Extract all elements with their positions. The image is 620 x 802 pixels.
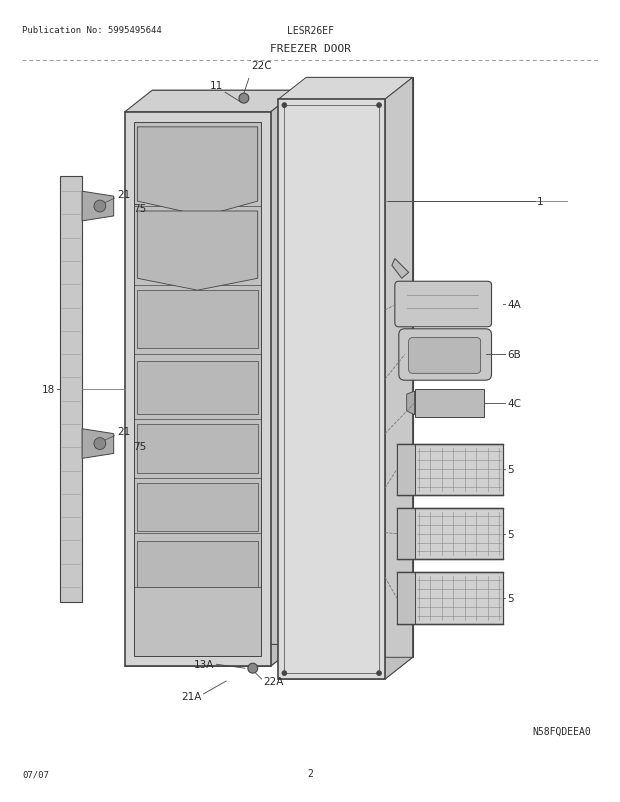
Polygon shape [152, 91, 298, 645]
Polygon shape [407, 391, 415, 415]
Polygon shape [397, 444, 415, 496]
Circle shape [376, 670, 381, 676]
Text: N58FQDEEA0: N58FQDEEA0 [533, 726, 591, 735]
Bar [285, 106, 379, 674]
Polygon shape [392, 259, 409, 279]
Bar [138, 291, 258, 348]
Text: 5: 5 [507, 464, 514, 475]
FancyBboxPatch shape [409, 338, 481, 374]
Polygon shape [82, 192, 113, 221]
Text: 75: 75 [133, 204, 147, 214]
Text: 1: 1 [537, 196, 544, 207]
Circle shape [239, 94, 249, 104]
Text: 4C: 4C [507, 399, 521, 408]
Text: 11: 11 [210, 81, 223, 91]
Circle shape [248, 663, 258, 674]
Text: 5: 5 [507, 593, 514, 603]
Circle shape [94, 200, 106, 213]
Bar [138, 484, 258, 531]
Circle shape [376, 103, 381, 108]
Text: LESR26EF: LESR26EF [286, 26, 334, 36]
Polygon shape [415, 390, 484, 417]
Text: 22A: 22A [264, 676, 284, 687]
FancyBboxPatch shape [395, 282, 492, 327]
Text: 22C: 22C [251, 62, 272, 71]
Polygon shape [125, 113, 270, 666]
Polygon shape [135, 123, 260, 657]
Circle shape [282, 670, 287, 676]
Bar [138, 362, 258, 415]
Text: 18: 18 [42, 385, 55, 395]
Text: Publication No: 5995495644: Publication No: 5995495644 [22, 26, 162, 35]
Text: 13A: 13A [194, 659, 215, 670]
Text: 6B: 6B [507, 350, 521, 360]
Polygon shape [397, 573, 503, 624]
Polygon shape [138, 212, 258, 291]
Polygon shape [270, 91, 298, 666]
Text: 21: 21 [118, 190, 131, 200]
Polygon shape [397, 508, 415, 560]
Polygon shape [278, 79, 412, 100]
Text: 75: 75 [133, 441, 147, 451]
Polygon shape [125, 91, 298, 113]
Text: 4A: 4A [507, 300, 521, 310]
Polygon shape [125, 645, 298, 666]
Bar [138, 424, 258, 474]
Text: 07/07: 07/07 [22, 769, 49, 778]
Text: 2: 2 [307, 768, 313, 778]
Polygon shape [278, 100, 385, 679]
FancyBboxPatch shape [399, 330, 492, 381]
Polygon shape [306, 79, 412, 658]
Polygon shape [397, 573, 415, 624]
Polygon shape [82, 429, 113, 459]
Polygon shape [385, 79, 412, 679]
Circle shape [94, 438, 106, 450]
Bar [138, 541, 258, 587]
Text: 21A: 21A [181, 691, 202, 701]
Polygon shape [278, 658, 412, 679]
Polygon shape [138, 128, 258, 217]
Text: FREEZER DOOR: FREEZER DOOR [270, 43, 350, 54]
Polygon shape [60, 177, 82, 602]
Text: 5: 5 [507, 529, 514, 539]
Circle shape [282, 103, 287, 108]
Polygon shape [397, 508, 503, 560]
Polygon shape [397, 444, 503, 496]
Text: 21: 21 [118, 426, 131, 436]
